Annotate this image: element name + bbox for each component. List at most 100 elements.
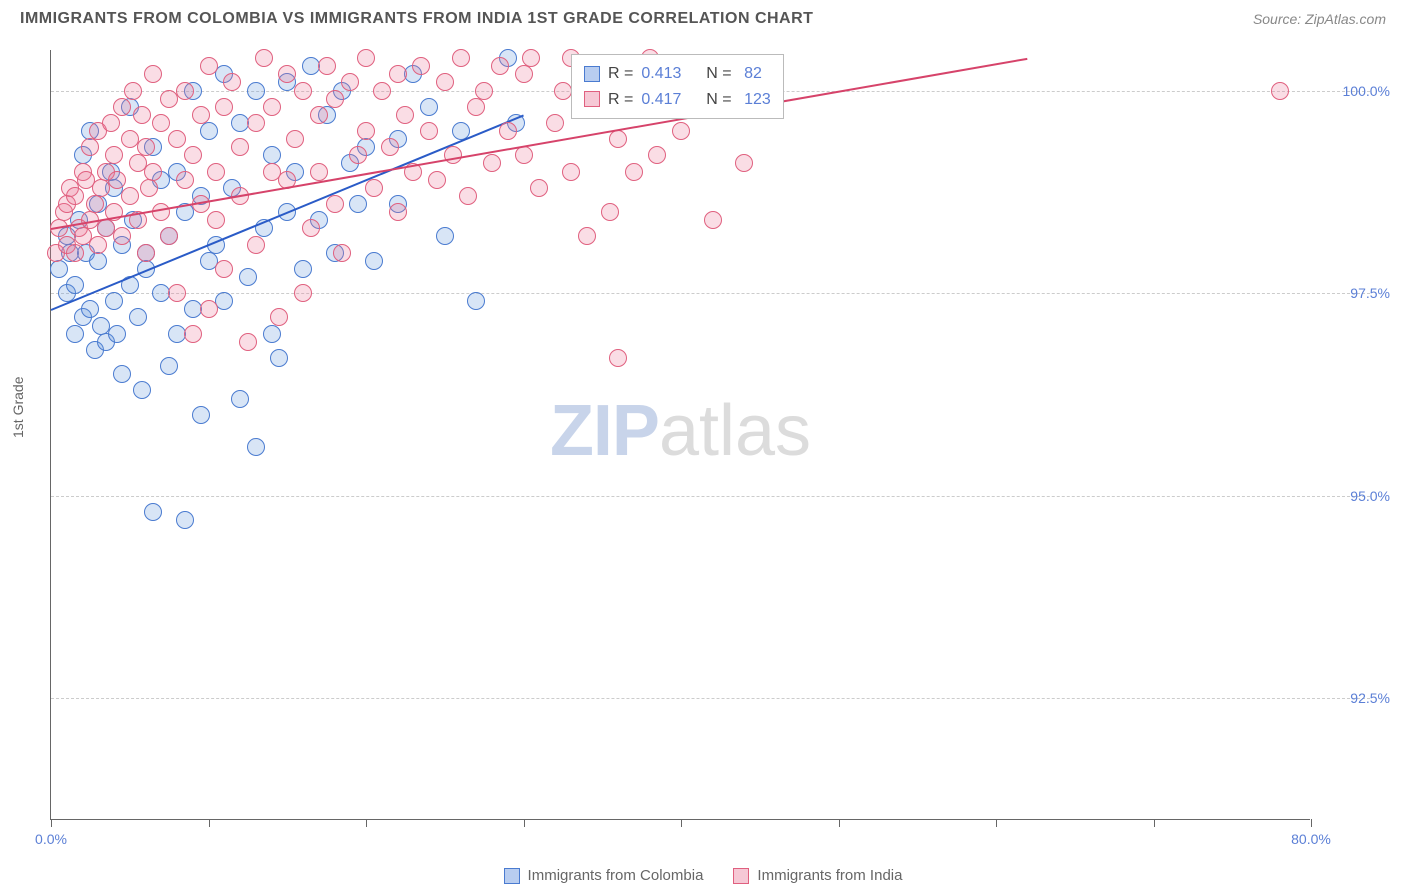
data-point — [412, 57, 430, 75]
data-point — [263, 98, 281, 116]
data-point — [318, 57, 336, 75]
gridline — [51, 293, 1370, 294]
data-point — [121, 187, 139, 205]
data-point — [102, 114, 120, 132]
data-point — [239, 268, 257, 286]
data-point — [105, 146, 123, 164]
data-point — [515, 146, 533, 164]
data-point — [286, 130, 304, 148]
data-point — [144, 503, 162, 521]
x-tick — [839, 819, 840, 827]
data-point — [365, 179, 383, 197]
data-point — [108, 171, 126, 189]
data-point — [467, 98, 485, 116]
data-point — [247, 438, 265, 456]
gridline — [51, 698, 1370, 699]
data-point — [609, 349, 627, 367]
data-point — [137, 244, 155, 262]
data-point — [160, 227, 178, 245]
data-point — [625, 163, 643, 181]
data-point — [207, 163, 225, 181]
stats-box: R =0.413 N = 82R =0.417 N = 123 — [571, 54, 784, 119]
legend-item: Immigrants from India — [733, 867, 902, 884]
data-point — [113, 365, 131, 383]
data-point — [66, 244, 84, 262]
data-point — [223, 73, 241, 91]
data-point — [483, 154, 501, 172]
data-point — [530, 179, 548, 197]
data-point — [247, 114, 265, 132]
data-point — [89, 236, 107, 254]
data-point — [81, 138, 99, 156]
data-point — [499, 122, 517, 140]
data-point — [522, 49, 540, 67]
data-point — [200, 300, 218, 318]
data-point — [144, 65, 162, 83]
data-point — [365, 252, 383, 270]
data-point — [333, 244, 351, 262]
data-point — [389, 203, 407, 221]
data-point — [50, 260, 68, 278]
data-point — [704, 211, 722, 229]
data-point — [609, 130, 627, 148]
data-point — [89, 252, 107, 270]
data-point — [294, 260, 312, 278]
data-point — [200, 57, 218, 75]
data-point — [263, 325, 281, 343]
data-point — [444, 146, 462, 164]
data-point — [420, 98, 438, 116]
data-point — [452, 49, 470, 67]
data-point — [601, 203, 619, 221]
y-tick-label: 92.5% — [1350, 690, 1390, 706]
y-tick-label: 95.0% — [1350, 488, 1390, 504]
data-point — [108, 325, 126, 343]
data-point — [207, 211, 225, 229]
data-point — [294, 284, 312, 302]
data-point — [310, 163, 328, 181]
data-point — [270, 349, 288, 367]
data-point — [436, 73, 454, 91]
data-point — [396, 106, 414, 124]
data-point — [546, 114, 564, 132]
data-point — [475, 82, 493, 100]
data-point — [113, 98, 131, 116]
data-point — [554, 82, 572, 100]
data-point — [144, 163, 162, 181]
x-tick — [524, 819, 525, 827]
stats-row: R =0.417 N = 123 — [584, 87, 771, 113]
data-point — [200, 122, 218, 140]
data-point — [381, 138, 399, 156]
data-point — [160, 357, 178, 375]
x-tick-label: 0.0% — [35, 831, 67, 847]
x-tick — [1154, 819, 1155, 827]
x-tick — [51, 819, 52, 827]
data-point — [66, 325, 84, 343]
x-tick — [1311, 819, 1312, 827]
data-point — [247, 236, 265, 254]
data-point — [310, 106, 328, 124]
data-point — [192, 106, 210, 124]
y-tick-label: 100.0% — [1343, 83, 1390, 99]
data-point — [176, 171, 194, 189]
data-point — [133, 106, 151, 124]
data-point — [231, 390, 249, 408]
y-axis-label: 1st Grade — [10, 377, 26, 438]
data-point — [184, 146, 202, 164]
data-point — [129, 308, 147, 326]
data-point — [562, 163, 580, 181]
x-tick-label: 80.0% — [1291, 831, 1331, 847]
data-point — [113, 227, 131, 245]
data-point — [176, 511, 194, 529]
data-point — [192, 406, 210, 424]
data-point — [436, 227, 454, 245]
data-point — [515, 65, 533, 83]
data-point — [735, 154, 753, 172]
data-point — [215, 292, 233, 310]
data-point — [140, 179, 158, 197]
gridline — [51, 496, 1370, 497]
data-point — [66, 276, 84, 294]
data-point — [491, 57, 509, 75]
data-point — [66, 187, 84, 205]
data-point — [357, 122, 375, 140]
source-label: Source: ZipAtlas.com — [1253, 11, 1386, 27]
